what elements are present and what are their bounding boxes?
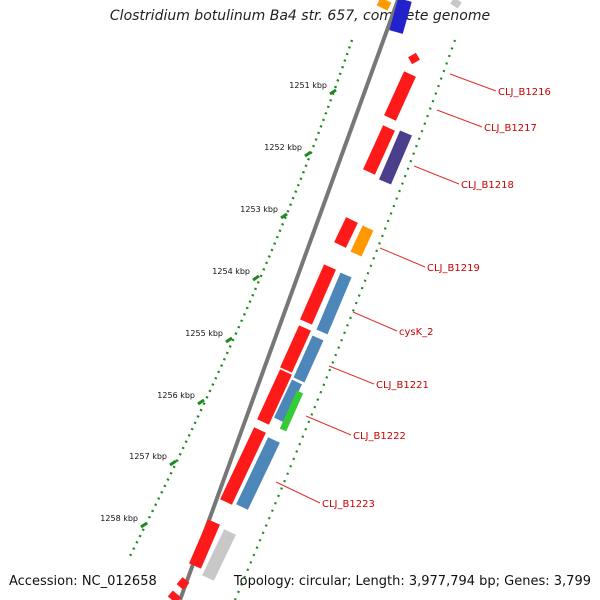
gene-label: CLJ_B1217: [484, 123, 537, 134]
gene-label: CLJ_B1221: [376, 380, 429, 391]
label-layer: CLJ_B1216 CLJ_B1217 CLJ_B1218 CLJ_B1219 cysK…: [275, 73, 551, 510]
tick-label: 1258 kbp: [100, 514, 138, 523]
label-leader-line: [379, 247, 426, 268]
gene-segment: [379, 130, 412, 185]
outer-tick-ring: [126, 39, 354, 561]
inner-tick-ring: [233, 39, 457, 600]
gene-label: CLJ_B1218: [461, 180, 514, 191]
major-tick: [140, 521, 148, 529]
major-tick: [329, 88, 337, 96]
gene-label: CLJ_B1219: [427, 263, 480, 274]
gene-segment: [334, 217, 358, 248]
gene-segment: [376, 0, 392, 11]
gene-segment: [293, 335, 324, 383]
gene-segment: [389, 0, 412, 34]
tick-label: 1255 kbp: [185, 329, 223, 338]
tick-label: 1256 kbp: [157, 391, 195, 400]
tick-label: 1252 kbp: [264, 143, 302, 152]
gene-label: CLJ_B1222: [353, 431, 406, 442]
major-tick: [225, 336, 233, 344]
gene-segment: [408, 52, 420, 65]
label-leader-line: [328, 365, 375, 385]
label-leader-line: [352, 311, 398, 332]
label-leader-line: [449, 73, 497, 92]
gene-segment: [384, 71, 416, 121]
tick-label: 1254 kbp: [212, 267, 250, 276]
gene-segment: [176, 577, 190, 590]
gene-segment: [363, 125, 395, 175]
gene-layer: [167, 0, 462, 600]
gene-segment: [189, 519, 220, 569]
label-leader-line: [275, 481, 321, 504]
gene-label: CLJ_B1216: [498, 87, 551, 98]
gene-label: CLJ_B1223: [322, 499, 375, 510]
gene-segment: [450, 0, 462, 9]
label-leader-line: [413, 165, 460, 185]
gene-label: cysK_2: [399, 327, 434, 338]
tick-layer: 1251 kbp 1252 kbp 1253 kbp 1254 kbp 1255 kbp…: [100, 39, 457, 600]
tick-label: 1253 kbp: [240, 205, 278, 214]
gene-segment: [316, 272, 352, 335]
label-leader-line: [436, 109, 483, 128]
genome-backbone: [178, 0, 400, 600]
gene-segment: [274, 379, 302, 423]
tick-label: 1251 kbp: [289, 81, 327, 90]
gene-segment: [202, 529, 236, 581]
tick-label: 1257 kbp: [129, 452, 167, 461]
gene-segment: [279, 390, 304, 432]
major-tick: [280, 212, 288, 220]
gene-segment: [236, 437, 280, 510]
gene-segment: [220, 427, 266, 505]
gene-segment: [280, 325, 311, 373]
major-tick: [304, 150, 312, 158]
gene-segment: [350, 225, 374, 257]
major-tick: [197, 398, 205, 406]
gene-segment: [167, 590, 182, 600]
genome-summary-text: Topology: circular; Length: 3,977,794 bp…: [233, 574, 591, 589]
gene-segment: [300, 264, 336, 325]
major-tick: [252, 274, 260, 282]
major-tick: [169, 459, 177, 467]
accession-text: Accession: NC_012658: [9, 574, 157, 589]
label-leader-line: [305, 415, 352, 436]
gene-segment: [257, 369, 292, 425]
